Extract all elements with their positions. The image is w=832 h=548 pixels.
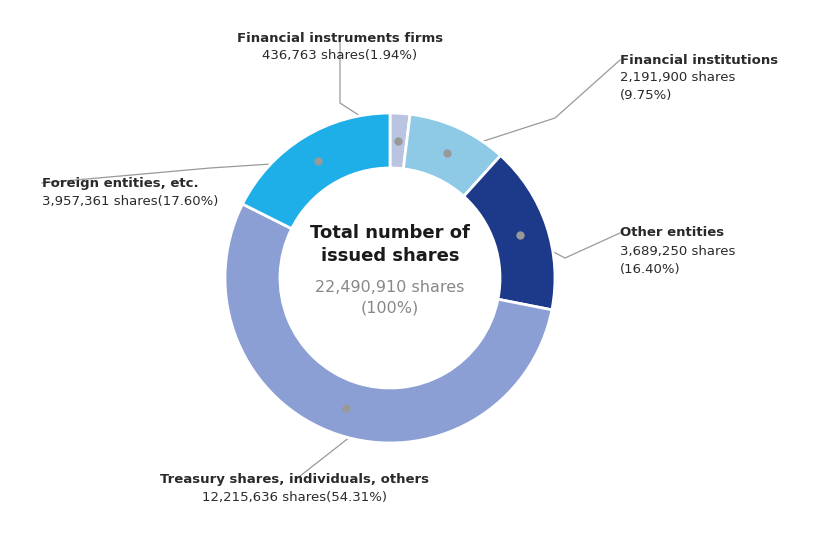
Text: Financial instruments firms: Financial instruments firms [237,31,443,44]
Text: 436,763 shares(1.94%): 436,763 shares(1.94%) [262,49,418,62]
Wedge shape [404,114,501,196]
Wedge shape [463,156,555,310]
Text: 3,957,361 shares(17.60%): 3,957,361 shares(17.60%) [42,195,218,208]
Text: (9.75%): (9.75%) [620,89,672,102]
Wedge shape [225,204,552,443]
Text: issued shares: issued shares [321,247,459,265]
Text: Total number of: Total number of [310,224,470,242]
Text: 12,215,636 shares(54.31%): 12,215,636 shares(54.31%) [202,492,388,505]
Text: 2,191,900 shares: 2,191,900 shares [620,71,735,84]
Text: (16.40%): (16.40%) [620,262,681,276]
Text: Foreign entities, etc.: Foreign entities, etc. [42,176,199,190]
Text: (100%): (100%) [361,300,419,316]
Text: 3,689,250 shares: 3,689,250 shares [620,244,735,258]
Text: Other entities: Other entities [620,226,724,239]
Wedge shape [390,113,410,169]
Wedge shape [242,113,390,229]
Text: Treasury shares, individuals, others: Treasury shares, individuals, others [161,473,429,487]
Text: 22,490,910 shares: 22,490,910 shares [315,281,465,295]
Text: Financial institutions: Financial institutions [620,54,778,66]
Circle shape [280,168,500,388]
